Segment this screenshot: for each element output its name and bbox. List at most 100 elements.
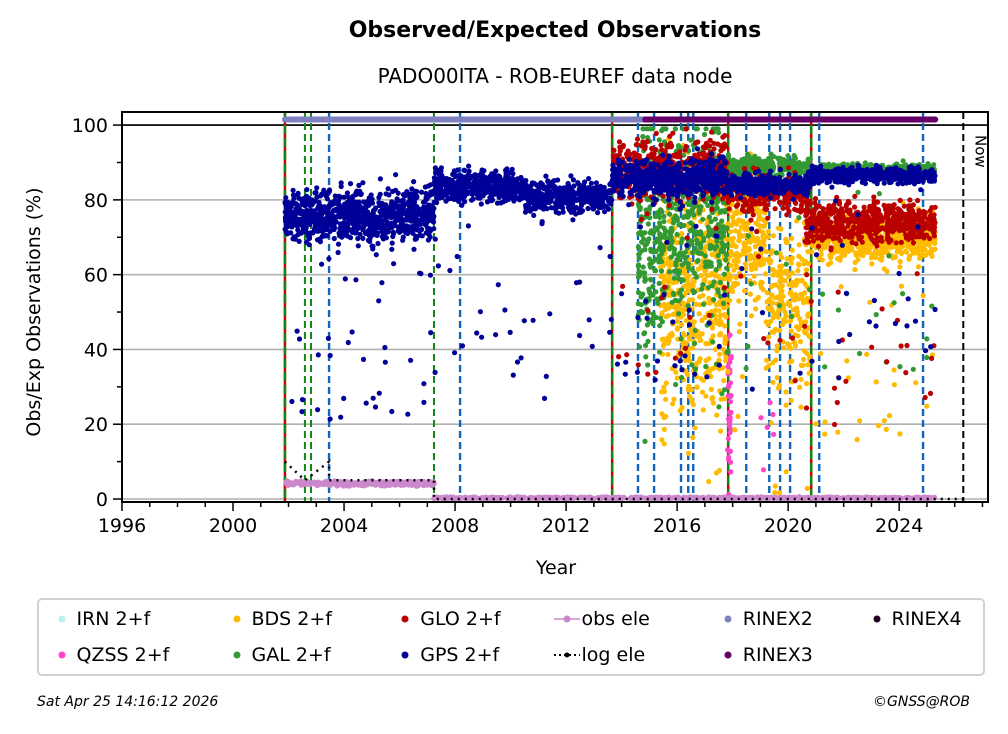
- data-point: [677, 145, 684, 151]
- data-point: [725, 349, 731, 355]
- data-point: [698, 272, 704, 279]
- data-point: [727, 415, 733, 421]
- data-point: [863, 247, 869, 253]
- data-point: [668, 235, 674, 241]
- data-point: [409, 186, 415, 192]
- data-point: [837, 255, 843, 261]
- data-point: [829, 164, 835, 170]
- data-point: [373, 252, 379, 258]
- data-point: [668, 254, 674, 260]
- data-point: [765, 340, 771, 346]
- data-point: [803, 267, 810, 273]
- data-point: [654, 210, 660, 216]
- data-point: [884, 359, 890, 365]
- data-point: [678, 336, 684, 342]
- data-point: [884, 224, 890, 230]
- data-point: [670, 220, 677, 226]
- data-point: [736, 329, 743, 335]
- data-point: [711, 146, 717, 152]
- data-point: [635, 301, 641, 307]
- data-point: [792, 378, 798, 384]
- data-point: [724, 225, 730, 231]
- data-point: [897, 364, 903, 370]
- data-point: [909, 207, 915, 214]
- data-point: [666, 278, 673, 284]
- data-point: [803, 231, 810, 237]
- data-point: [728, 392, 734, 399]
- chart-subtitle: PADO00ITA - ROB-EUREF data node: [377, 64, 733, 88]
- data-point: [692, 425, 698, 431]
- data-point: [652, 239, 658, 246]
- data-point: [395, 228, 401, 234]
- data-point: [915, 197, 921, 204]
- data-point: [920, 293, 926, 299]
- data-point: [703, 140, 710, 146]
- data-point: [806, 287, 813, 293]
- data-point: [718, 248, 724, 255]
- data-point: [755, 253, 762, 260]
- data-point: [735, 202, 741, 208]
- data-point: [299, 409, 305, 415]
- data-point: [694, 360, 700, 366]
- data-point: [663, 306, 669, 312]
- data-point: [694, 384, 700, 390]
- data-point: [796, 242, 802, 248]
- data-point: [716, 366, 723, 372]
- data-point: [798, 197, 804, 203]
- data-point: [660, 126, 666, 132]
- data-point: [703, 363, 709, 370]
- data-point: [897, 264, 903, 270]
- data-point: [676, 256, 682, 262]
- data-point: [700, 377, 707, 383]
- data-point: [661, 384, 667, 390]
- data-point: [909, 203, 915, 209]
- data-point: [924, 354, 930, 361]
- data-point: [705, 284, 712, 291]
- data-point: [663, 314, 669, 320]
- data-point: [717, 351, 723, 357]
- data-point: [852, 267, 858, 273]
- data-point: [803, 405, 810, 411]
- data-point: [774, 375, 780, 381]
- data-point: [705, 202, 711, 209]
- data-point: [680, 312, 687, 318]
- data-point: [696, 311, 702, 317]
- data-point: [892, 216, 898, 222]
- data-point: [674, 231, 680, 238]
- data-point: [898, 343, 904, 349]
- data-point: [372, 404, 379, 410]
- data-point: [692, 340, 698, 347]
- data-point: [695, 266, 701, 272]
- data-point: [745, 343, 751, 349]
- data-point: [768, 284, 775, 290]
- data-point: [692, 327, 698, 334]
- data-point: [421, 381, 427, 387]
- data-point: [747, 239, 753, 245]
- data-points: [282, 126, 964, 502]
- data-point: [678, 350, 684, 356]
- data-point: [421, 399, 427, 405]
- data-point: [763, 365, 769, 371]
- data-point: [839, 206, 845, 212]
- data-point: [748, 217, 754, 223]
- data-point: [898, 239, 904, 245]
- data-point: [679, 236, 686, 242]
- data-point: [890, 206, 896, 212]
- data-point: [699, 286, 705, 292]
- data-point: [727, 410, 734, 416]
- data-point: [780, 205, 786, 211]
- data-point: [883, 211, 890, 217]
- data-point: [927, 390, 934, 396]
- data-point: [773, 357, 779, 363]
- data-point: [315, 352, 321, 358]
- data-point: [861, 227, 867, 233]
- data-point: [757, 201, 763, 207]
- data-point: [719, 391, 725, 397]
- data-point: [778, 226, 784, 232]
- data-point: [682, 249, 689, 255]
- data-point: [636, 251, 642, 257]
- data-point: [672, 201, 678, 207]
- data-point: [335, 241, 342, 247]
- data-point: [893, 240, 899, 246]
- data-point: [777, 490, 783, 496]
